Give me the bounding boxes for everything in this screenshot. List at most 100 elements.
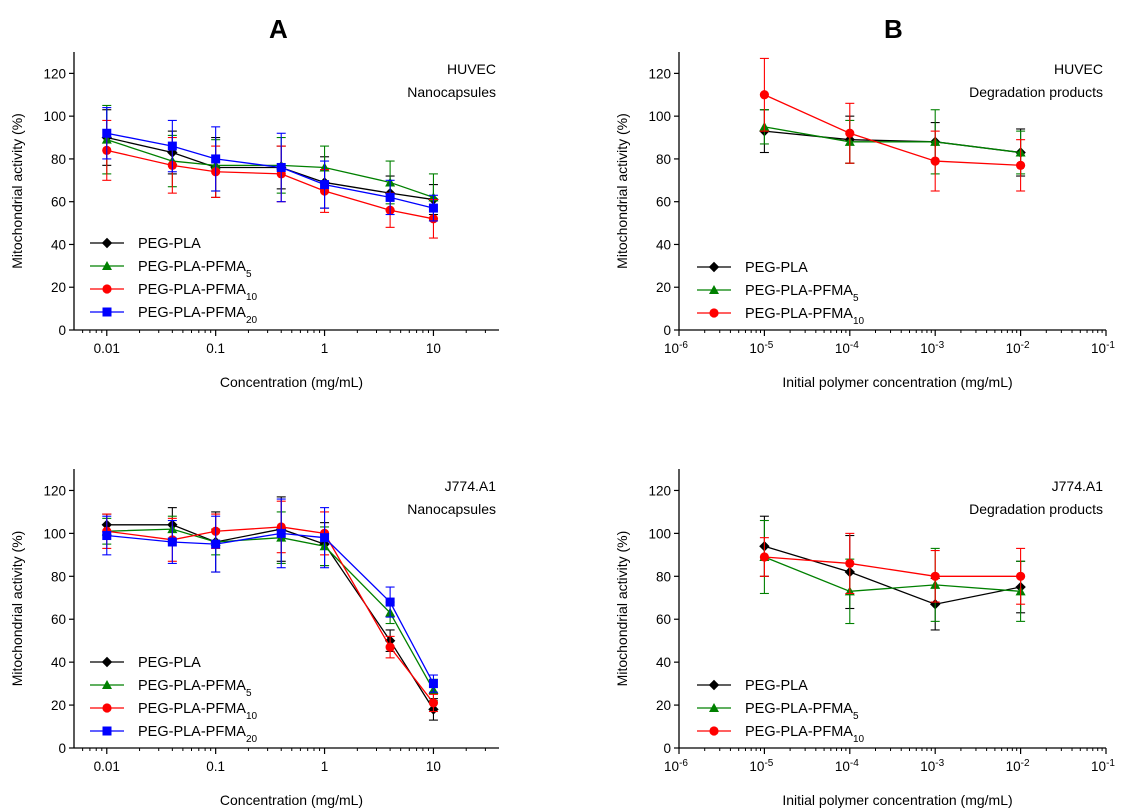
- y-tick-label: 100: [648, 109, 671, 124]
- y-tick-label: 40: [51, 655, 66, 670]
- legend-item: PEG-PLA-PFMA5: [697, 701, 859, 722]
- y-tick-label: 0: [663, 741, 671, 756]
- legend-subscript: 5: [246, 688, 252, 699]
- legend: PEG-PLA PEG-PLA-PFMA5PEG-PLA-PFMA10PEG-PL…: [90, 655, 258, 745]
- legend-label: PEG-PLA-PFMA10: [745, 724, 865, 745]
- series-peg-pla-pfma10: [102, 119, 439, 239]
- y-axis-label: Mitochondrial activity (%): [9, 531, 25, 687]
- y-tick-label: 0: [58, 323, 66, 338]
- legend: PEG-PLA PEG-PLA-PFMA5PEG-PLA-PFMA10PEG-PL…: [90, 236, 258, 326]
- series-line: [764, 94, 1021, 166]
- x-tick-exponent: -5: [764, 758, 773, 769]
- legend-marker: [102, 307, 112, 317]
- panel-annotation: HUVEC: [1054, 61, 1103, 77]
- legend-subscript: 10: [853, 734, 865, 745]
- x-tick-exponent: -2: [1021, 758, 1030, 769]
- series-peg-pla: [759, 109, 1026, 177]
- legend-marker: [709, 726, 719, 736]
- y-tick-label: 60: [51, 195, 66, 210]
- legend-label: PEG-PLA-PFMA10: [138, 701, 258, 722]
- panel-letter-a: A: [269, 14, 288, 44]
- series-line: [764, 556, 1021, 592]
- legend-subscript: 5: [853, 293, 859, 304]
- legend-subscript: 5: [853, 711, 859, 722]
- y-tick-label: 120: [648, 483, 671, 498]
- legend-marker: [102, 680, 112, 689]
- series-peg-pla: [759, 515, 1026, 631]
- data-point: [211, 154, 221, 164]
- data-point: [102, 531, 112, 541]
- legend-label: PEG-PLA: [745, 678, 808, 694]
- legend-marker: [708, 679, 720, 691]
- panel-annotation: HUVEC: [447, 61, 496, 77]
- legend-item: PEG-PLA-PFMA10: [90, 701, 258, 722]
- data-point: [385, 597, 395, 607]
- legend-item: PEG-PLA-PFMA20: [90, 724, 258, 745]
- data-point: [1016, 571, 1026, 581]
- data-point: [102, 128, 112, 138]
- legend-item: PEG-PLA-PFMA5: [697, 283, 859, 304]
- legend-item: PEG-PLA: [697, 260, 808, 276]
- x-tick-label: 1: [321, 341, 329, 356]
- legend-marker: [101, 656, 113, 668]
- legend-marker: [101, 237, 113, 249]
- data-point: [759, 90, 770, 100]
- y-tick-label: 120: [43, 66, 66, 81]
- x-axis-label: Initial polymer concentration (mg/mL): [782, 792, 1012, 808]
- data-point: [1016, 160, 1026, 170]
- panel-annotation: Degradation products: [969, 501, 1103, 517]
- y-tick-label: 20: [51, 698, 66, 713]
- legend-label: PEG-PLA-PFMA20: [138, 305, 258, 326]
- y-axis-label: Mitochondrial activity (%): [614, 113, 630, 269]
- legend-item: PEG-PLA: [90, 236, 201, 252]
- x-tick-label: 10: [426, 341, 441, 356]
- series-peg-pla-pfma5: [759, 519, 1026, 625]
- legend-marker: [102, 726, 112, 736]
- panel-annotation: J774.A1: [445, 478, 497, 494]
- legend-item: PEG-PLA: [90, 655, 201, 671]
- y-tick-label: 40: [656, 237, 671, 252]
- x-tick-label: 10-3: [920, 340, 944, 357]
- y-tick-label: 20: [656, 698, 671, 713]
- legend-marker: [708, 261, 720, 273]
- y-tick-label: 20: [51, 280, 66, 295]
- y-tick-label: 120: [648, 66, 671, 81]
- data-point: [276, 162, 286, 172]
- legend-marker: [102, 261, 112, 270]
- data-point: [320, 533, 330, 543]
- legend-item: PEG-PLA-PFMA20: [90, 305, 258, 326]
- x-axis-label: Initial polymer concentration (mg/mL): [782, 374, 1012, 390]
- series-line: [764, 545, 1021, 605]
- legend-label: PEG-PLA-PFMA10: [745, 306, 865, 327]
- legend-label: PEG-PLA-PFMA10: [138, 282, 258, 303]
- series-peg-pla-pfma20: [102, 107, 438, 222]
- legend-label: PEG-PLA-PFMA5: [745, 701, 859, 722]
- legend-subscript: 20: [246, 734, 258, 745]
- y-axis-label: Mitochondrial activity (%): [614, 531, 630, 687]
- data-point: [320, 180, 330, 190]
- y-tick-label: 0: [663, 323, 671, 338]
- x-tick-exponent: -4: [850, 758, 859, 769]
- data-point: [930, 156, 940, 166]
- x-tick-exponent: -6: [679, 340, 688, 351]
- data-point: [845, 558, 855, 569]
- series-peg-pla-pfma10: [759, 532, 1026, 605]
- panel-annotation: Nanocapsules: [407, 84, 496, 100]
- x-tick-exponent: -4: [850, 340, 859, 351]
- y-tick-label: 80: [656, 152, 671, 167]
- legend-marker: [102, 284, 112, 294]
- data-point: [211, 539, 221, 549]
- y-tick-label: 100: [43, 109, 66, 124]
- panel-letter-b: B: [884, 14, 903, 44]
- x-tick-label: 10-4: [835, 340, 859, 357]
- x-tick-label: 0.01: [94, 759, 120, 774]
- legend-label: PEG-PLA-PFMA5: [138, 678, 252, 699]
- x-tick-exponent: -3: [935, 758, 944, 769]
- legend-item: PEG-PLA: [697, 678, 808, 694]
- x-tick-label: 0.1: [206, 759, 225, 774]
- chart-a-top: 0 20 40 60 80 100 120 0.01 0.1 1 10 Concentration (…: [9, 52, 499, 390]
